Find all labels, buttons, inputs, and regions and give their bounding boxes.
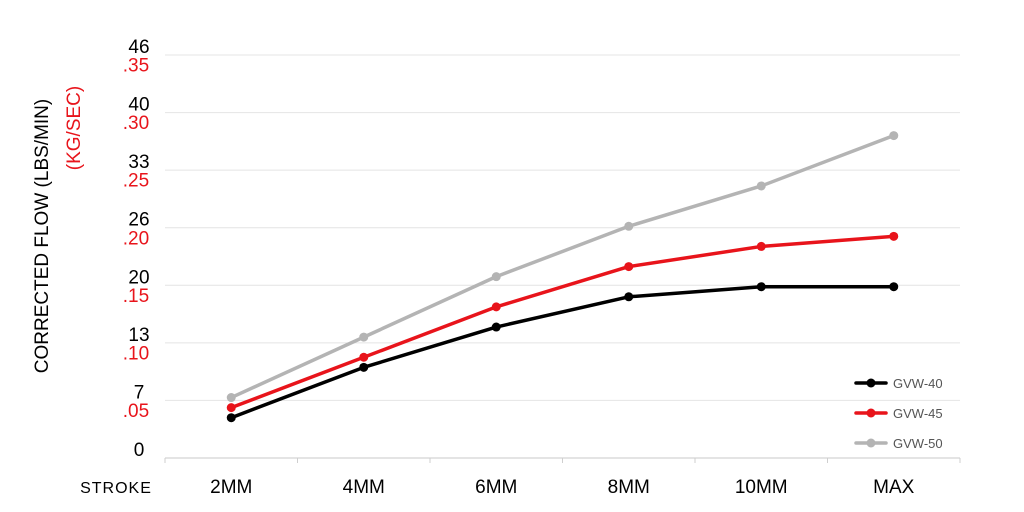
data-point xyxy=(889,282,899,292)
legend-swatch-dot xyxy=(866,408,876,418)
y-tick-label: 40 xyxy=(128,95,149,116)
grid-lines xyxy=(165,54,960,459)
data-point xyxy=(756,181,766,191)
y-tick-labels: 0 7 13 20 26 33 40 46 .05 .10 .15 .20 .25 .30 .35 xyxy=(123,37,150,461)
series-line xyxy=(229,284,896,420)
series-line xyxy=(229,133,896,400)
x-tick-label: 4MM xyxy=(343,477,385,498)
y-secondary-tick-label: .10 xyxy=(123,343,149,364)
y-tick-label: 20 xyxy=(128,267,149,288)
y-secondary-tick-label: .20 xyxy=(123,228,149,249)
legend-swatch-dot xyxy=(866,438,876,448)
data-point xyxy=(624,292,634,302)
legend-swatch-dot xyxy=(866,378,876,388)
y-secondary-tick-label: .30 xyxy=(123,113,149,134)
legend-label: GVW-50 xyxy=(893,436,943,451)
data-point xyxy=(491,272,501,282)
x-tick-marks xyxy=(164,458,961,463)
y-tick-label: 46 xyxy=(128,37,149,58)
y-secondary-tick-label: .15 xyxy=(123,286,149,307)
x-tick-label: 6MM xyxy=(475,477,517,498)
series-group xyxy=(226,131,899,423)
data-point xyxy=(756,241,766,251)
y-secondary-tick-label: .05 xyxy=(123,401,149,422)
data-point xyxy=(359,352,369,362)
data-point xyxy=(889,131,899,141)
data-point xyxy=(226,413,236,423)
y-tick-label: 26 xyxy=(128,210,149,231)
series-gvw-40 xyxy=(226,282,899,423)
x-tick-label: MAX xyxy=(873,477,915,498)
data-point xyxy=(624,262,634,272)
y-tick-label: 13 xyxy=(128,325,149,346)
x-tick-label: 10MM xyxy=(735,477,788,498)
data-point xyxy=(226,403,236,413)
x-axis-title: STROKE xyxy=(80,480,152,497)
x-tick-label: 8MM xyxy=(608,477,650,498)
series-line xyxy=(229,234,896,410)
data-point xyxy=(491,302,501,312)
data-point xyxy=(491,322,501,332)
y-tick-label: 33 xyxy=(128,152,149,173)
data-point xyxy=(359,332,369,342)
data-point xyxy=(624,221,634,231)
x-tick-label: 2MM xyxy=(210,477,252,498)
y-tick-label: 7 xyxy=(134,382,145,403)
legend-item: GVW-45 xyxy=(854,406,943,421)
series-gvw-45 xyxy=(226,231,899,413)
data-point xyxy=(359,362,369,372)
legend-label: GVW-40 xyxy=(893,376,943,391)
legend-item: GVW-50 xyxy=(854,436,943,451)
x-tick-labels: 2MM 4MM 6MM 8MM 10MM MAX xyxy=(210,477,915,498)
legend-label: GVW-45 xyxy=(893,406,943,421)
y-secondary-tick-label: .25 xyxy=(123,171,149,192)
data-point xyxy=(756,282,766,292)
data-point xyxy=(889,231,899,241)
y-axis-secondary-title: (KG/SEC) xyxy=(64,85,85,171)
legend-item: GVW-40 xyxy=(854,376,943,391)
data-point xyxy=(226,393,236,403)
series-gvw-50 xyxy=(226,131,899,403)
y-axis-title: CORRECTED FLOW (LBS/MIN) xyxy=(32,98,53,374)
y-secondary-tick-label: .35 xyxy=(123,56,149,77)
y-tick-label: 0 xyxy=(134,440,145,461)
legend: GVW-40 GVW-45 GVW-50 xyxy=(854,376,943,451)
